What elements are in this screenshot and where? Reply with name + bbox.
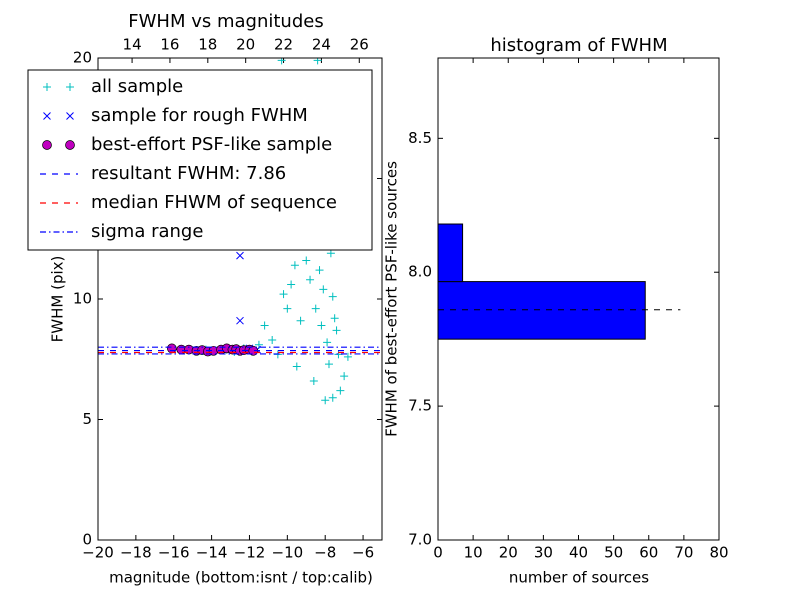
x-tick-label: 10 (464, 544, 483, 562)
x-tick-label: −12 (234, 544, 266, 562)
bar (438, 223, 464, 283)
legend-marker (65, 140, 75, 150)
x-tick-label: 70 (674, 544, 693, 562)
x-tick-label: −18 (120, 544, 152, 562)
legend-box (27, 69, 373, 251)
axes-frame (437, 57, 720, 541)
x2-tick-label: 16 (160, 36, 179, 54)
legend: all sample sample for rough FWHM best-effo… (27, 69, 373, 251)
point (343, 352, 352, 361)
x-tick-label: −20 (82, 544, 114, 562)
y-tick-label: 5 (82, 410, 92, 428)
x-tick-label: 80 (709, 544, 728, 562)
point (236, 251, 244, 260)
x-tick-label: −16 (158, 544, 190, 562)
y-axis-label: FWHM of best-effort PSF-like sources (383, 161, 401, 437)
point (317, 321, 326, 330)
y-tick-label: 8.5 (408, 129, 432, 147)
x-tick-label: −14 (196, 544, 228, 562)
point (332, 326, 341, 335)
x2-tick-label: 20 (236, 36, 255, 54)
legend-label: sample for rough FWHM (91, 105, 308, 126)
plot-area (438, 223, 681, 340)
y-tick-label: 20 (73, 49, 92, 67)
y-tick-label: 10 (73, 290, 92, 308)
point (287, 280, 296, 289)
legend-marker (42, 140, 52, 150)
legend-marker (43, 112, 51, 120)
point (330, 314, 339, 323)
y-tick-label: 0 (82, 531, 92, 549)
y-tick-label: 7.0 (408, 531, 432, 549)
point (336, 386, 345, 395)
y-axis-label: FWHM (pix) (49, 256, 67, 343)
point (166, 343, 177, 354)
point (236, 316, 244, 325)
legend-label: resultant FWHM: 7.86 (91, 163, 286, 184)
x-axis-label: magnitude (bottom:isnt / top:calib) (109, 569, 373, 587)
x-tick-label: −6 (352, 544, 374, 562)
point (326, 249, 335, 258)
point (306, 275, 315, 284)
point (268, 335, 277, 344)
point (283, 304, 292, 313)
x-tick-label: −10 (272, 544, 304, 562)
legend-marker (66, 83, 74, 91)
x-tick-label: 60 (639, 544, 658, 562)
x-tick-label: 20 (499, 544, 518, 562)
point (319, 285, 328, 294)
axes-frame (97, 57, 383, 541)
point (323, 338, 332, 347)
legend-label: sigma range (91, 221, 203, 242)
point (313, 58, 322, 65)
x2-tick-label: 22 (274, 36, 293, 54)
point (292, 362, 301, 371)
point (328, 393, 337, 402)
legend-marker (43, 83, 51, 91)
point (260, 321, 269, 330)
point (311, 304, 320, 313)
point (340, 372, 349, 381)
bar (438, 281, 646, 340)
x2-tick-label: 26 (350, 36, 369, 54)
chart-title: histogram of FWHM (490, 35, 667, 56)
legend-label: all sample (91, 76, 183, 97)
legend-label: best-effort PSF-like sample (91, 134, 332, 155)
x-axis-label: number of sources (509, 569, 649, 587)
x-tick-label: 40 (569, 544, 588, 562)
point (321, 396, 330, 405)
x2-tick-label: 18 (198, 36, 217, 54)
point (290, 261, 299, 270)
point (302, 256, 311, 265)
x2-tick-label: 14 (123, 36, 142, 54)
x-tick-label: 0 (433, 544, 443, 562)
y-tick-label: 7.5 (408, 397, 432, 415)
x-tick-label: 50 (604, 544, 623, 562)
point (328, 292, 337, 301)
legend-marker (66, 112, 74, 120)
point (277, 58, 286, 65)
legend-label: median FHWM of sequence (91, 192, 337, 213)
point (279, 290, 288, 299)
x-tick-label: 30 (534, 544, 553, 562)
point (315, 266, 324, 275)
x-tick-label: −8 (314, 544, 336, 562)
x2-tick-label: 24 (312, 36, 331, 54)
point (309, 376, 318, 385)
y-tick-label: 8.0 (408, 263, 432, 281)
chart-title: FWHM vs magnitudes (128, 11, 323, 32)
point (324, 360, 333, 369)
point (296, 316, 305, 325)
